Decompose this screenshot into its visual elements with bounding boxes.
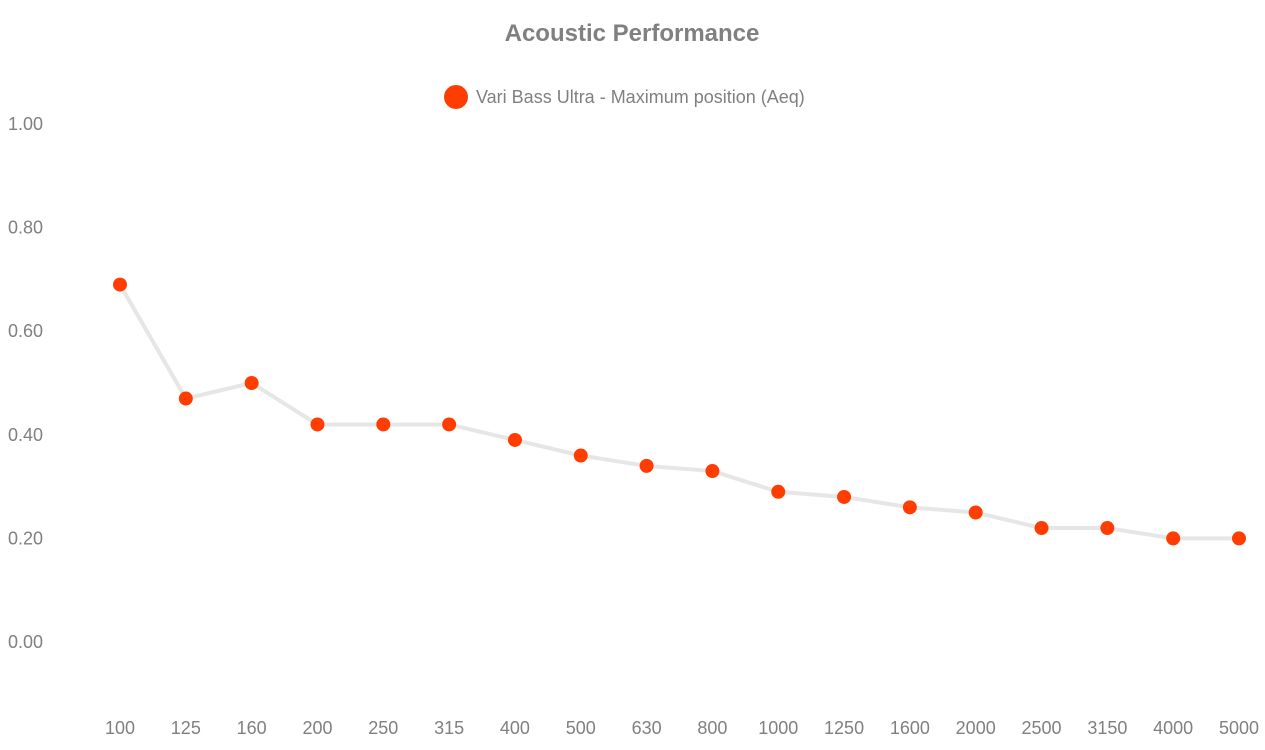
data-point[interactable]: [705, 464, 720, 479]
x-tick-label: 400: [500, 718, 530, 738]
data-point[interactable]: [771, 484, 786, 499]
data-point[interactable]: [837, 489, 852, 504]
data-point[interactable]: [376, 417, 391, 432]
x-tick-label: 5000: [1219, 718, 1259, 738]
data-point[interactable]: [968, 505, 983, 520]
data-point[interactable]: [1100, 521, 1115, 536]
chart-title: Acoustic Performance: [505, 20, 760, 47]
x-tick-label: 1000: [758, 718, 798, 738]
data-point[interactable]: [639, 458, 654, 473]
x-tick-label: 160: [237, 718, 267, 738]
legend-label: Vari Bass Ultra - Maximum position (Aeq): [476, 87, 805, 107]
x-tick-label: 630: [632, 718, 662, 738]
x-tick-label: 100: [105, 718, 135, 738]
x-tick-label: 125: [171, 718, 201, 738]
x-tick-label: 800: [697, 718, 727, 738]
data-point[interactable]: [310, 417, 325, 432]
x-tick-label: 315: [434, 718, 464, 738]
x-tick-label: 2500: [1022, 718, 1062, 738]
data-point[interactable]: [1166, 531, 1181, 546]
x-tick-label: 3150: [1087, 718, 1127, 738]
data-point[interactable]: [244, 376, 259, 390]
data-point[interactable]: [507, 432, 522, 447]
plot-area: [113, 277, 1246, 546]
data-point[interactable]: [573, 448, 588, 463]
y-tick-label: 0.60: [8, 321, 43, 341]
y-axis: 0.00 0.20 0.40 0.60 0.80 1.00: [8, 114, 43, 652]
y-tick-label: 0.40: [8, 425, 43, 445]
series-line: [118, 283, 1239, 541]
x-tick-label: 1600: [890, 718, 930, 738]
data-point[interactable]: [178, 391, 193, 406]
y-tick-label: 0.80: [8, 218, 43, 238]
y-tick-label: 0.20: [8, 528, 43, 548]
legend[interactable]: Vari Bass Ultra - Maximum position (Aeq): [444, 85, 805, 109]
x-tick-label: 1250: [824, 718, 864, 738]
data-point[interactable]: [1034, 521, 1049, 536]
x-tick-label: 2000: [956, 718, 996, 738]
y-tick-label: 1.00: [8, 114, 43, 134]
x-tick-label: 500: [566, 718, 596, 738]
x-tick-label: 250: [368, 718, 398, 738]
data-point[interactable]: [442, 417, 457, 432]
x-tick-label: 4000: [1153, 718, 1193, 738]
x-tick-label: 200: [302, 718, 332, 738]
data-point[interactable]: [113, 277, 127, 292]
x-axis: 100 125 160 200 250 315 400 500 630 800 1000 1250 16…: [105, 718, 1259, 738]
data-point[interactable]: [902, 500, 917, 515]
legend-marker: [444, 85, 468, 109]
data-point[interactable]: [1232, 531, 1246, 546]
y-tick-label: 0.00: [8, 632, 43, 652]
